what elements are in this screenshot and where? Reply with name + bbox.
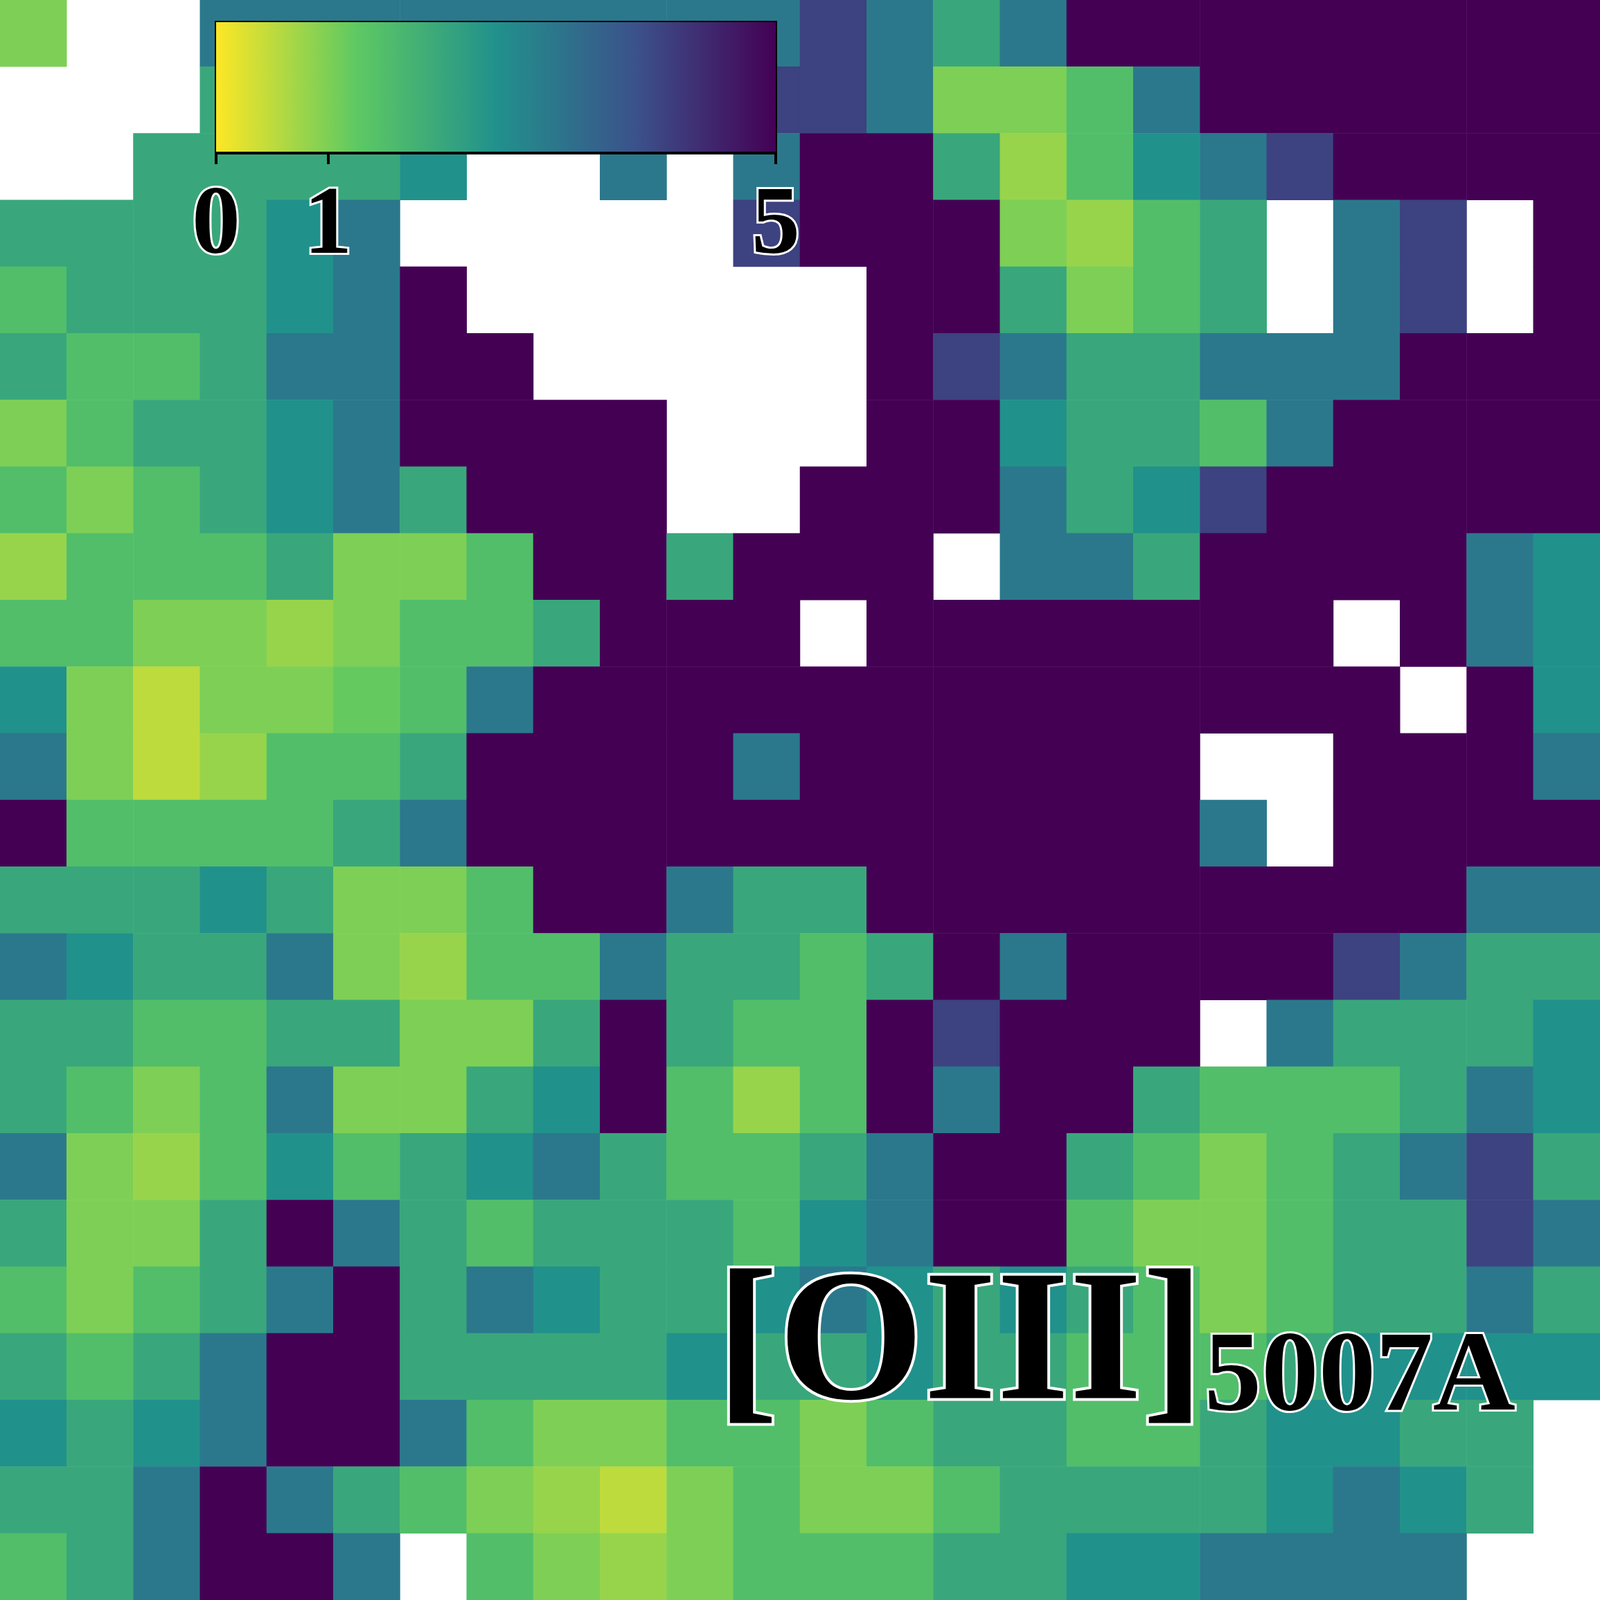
svg-text:0: 0 bbox=[191, 166, 241, 274]
svg-text:5: 5 bbox=[751, 166, 800, 274]
svg-text:[OIII]: [OIII] bbox=[716, 1231, 1205, 1439]
svg-text:1: 1 bbox=[304, 166, 353, 274]
svg-text:5007A: 5007A bbox=[1204, 1307, 1516, 1435]
